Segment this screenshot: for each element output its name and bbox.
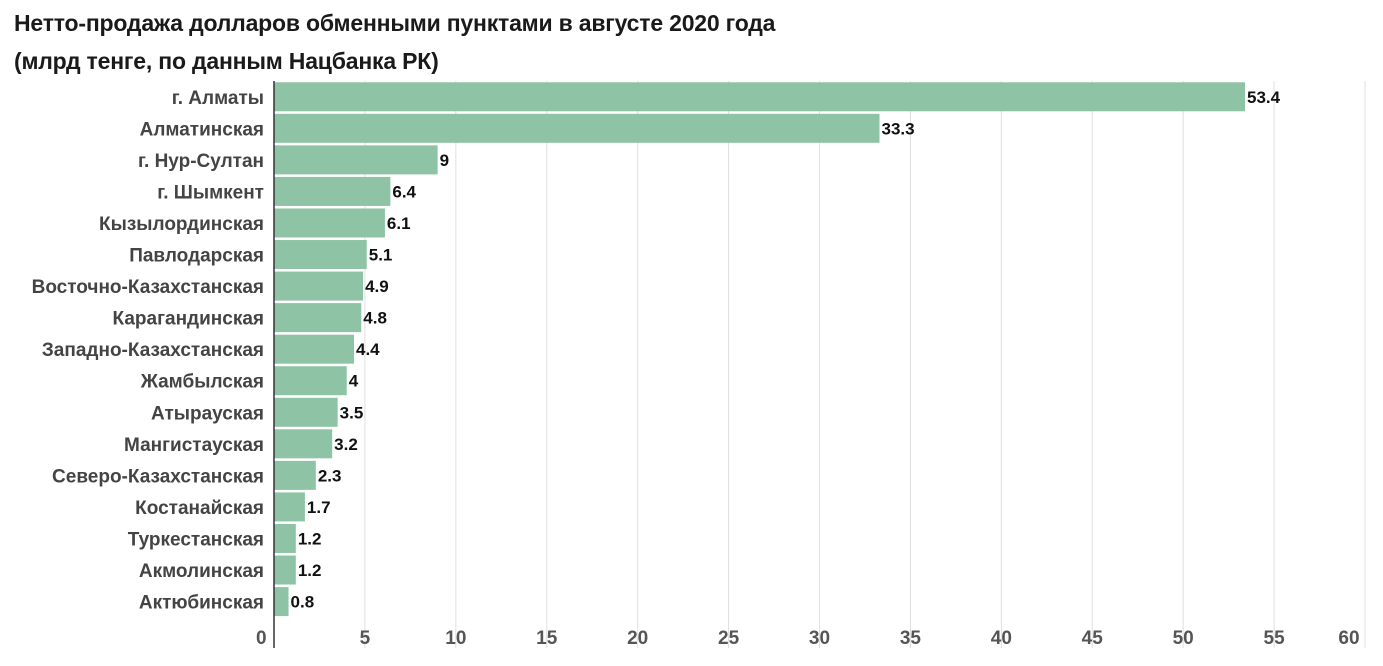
chart-title: Нетто-продажа долларов обменными пунктам… <box>14 4 775 80</box>
bar <box>274 492 305 522</box>
value-labels: 53.4 33.3 9 6.4 6.1 5.1 4.9 4.8 4.4 4 3.5 3.2 2.3 1.7… <box>291 88 1281 612</box>
category-label: г. Нур-Султан <box>138 151 264 172</box>
bar <box>274 208 385 238</box>
category-label: г. Шымкент <box>157 182 264 203</box>
category-label: Атырауская <box>151 403 264 424</box>
bar <box>274 113 880 143</box>
value-label: 33.3 <box>882 119 915 138</box>
x-tick-label: 45 <box>1082 628 1104 649</box>
category-label: Восточно-Казахстанская <box>32 277 264 298</box>
bar <box>274 334 355 364</box>
x-tick-label: 10 <box>445 628 466 649</box>
x-tick-label: 20 <box>627 628 648 649</box>
value-label: 0.8 <box>291 593 315 612</box>
value-label: 4.4 <box>356 340 380 359</box>
category-label: Акмолинская <box>139 561 264 582</box>
category-label: Актюбинская <box>139 593 264 614</box>
bar <box>274 303 362 333</box>
bar <box>274 587 289 617</box>
bar <box>274 145 438 175</box>
value-label: 6.4 <box>392 182 416 201</box>
value-label: 2.3 <box>318 466 342 485</box>
category-label: Кызылординская <box>99 214 264 235</box>
x-tick-label: 60 <box>1338 628 1359 649</box>
bar <box>274 366 347 396</box>
bar <box>274 240 367 270</box>
category-label: Мангистауская <box>124 435 264 456</box>
category-label: Алматинская <box>140 119 264 140</box>
value-label: 3.5 <box>340 403 364 422</box>
value-label: 3.2 <box>334 435 358 454</box>
category-label: Туркестанская <box>128 529 264 550</box>
gridlines <box>364 81 1366 648</box>
chart-title-line-2: (млрд тенге, по данным Нацбанка РК) <box>14 48 439 74</box>
bars <box>274 82 1245 617</box>
x-tick-label: 40 <box>991 628 1012 649</box>
value-label: 53.4 <box>1247 88 1281 107</box>
category-label: Карагандинская <box>113 309 264 330</box>
x-tick-label: 0 <box>256 628 267 649</box>
category-labels: г. Алматы Алматинская г. Нур-Султан г. Шымк… <box>32 88 264 614</box>
value-label: 5.1 <box>369 246 393 265</box>
value-label: 4.8 <box>363 309 387 328</box>
value-label: 9 <box>440 151 449 170</box>
x-tick-label: 15 <box>536 628 558 649</box>
bar <box>274 429 333 459</box>
category-label: г. Алматы <box>172 88 264 109</box>
category-label: Костанайская <box>135 498 264 519</box>
value-label: 6.1 <box>387 214 411 233</box>
bar <box>274 82 1245 112</box>
chart-title-line-1: Нетто-продажа долларов обменными пунктам… <box>14 10 776 36</box>
x-tick-label: 35 <box>900 628 922 649</box>
x-tick-label: 50 <box>1173 628 1194 649</box>
bar <box>274 523 296 553</box>
x-tick-label: 55 <box>1264 628 1286 649</box>
category-label: Павлодарская <box>129 246 264 267</box>
category-label: Северо-Казахстанская <box>52 466 264 487</box>
value-label: 4.9 <box>365 277 389 296</box>
bar <box>274 397 338 427</box>
bar <box>274 460 316 490</box>
category-label: Западно-Казахстанская <box>42 340 264 361</box>
value-label: 4 <box>349 372 359 391</box>
x-tick-label: 25 <box>718 628 740 649</box>
value-label: 1.2 <box>298 529 322 548</box>
category-label: Жамбылская <box>140 372 264 393</box>
x-tick-label: 30 <box>809 628 830 649</box>
value-label: 1.7 <box>307 498 331 517</box>
bar <box>274 271 364 301</box>
value-label: 1.2 <box>298 561 322 580</box>
bar <box>274 555 296 585</box>
x-tick-label: 5 <box>360 628 371 649</box>
x-axis-tick-labels: 0 5 10 15 20 25 30 35 40 45 50 55 60 <box>256 628 1360 649</box>
bar <box>274 176 391 206</box>
